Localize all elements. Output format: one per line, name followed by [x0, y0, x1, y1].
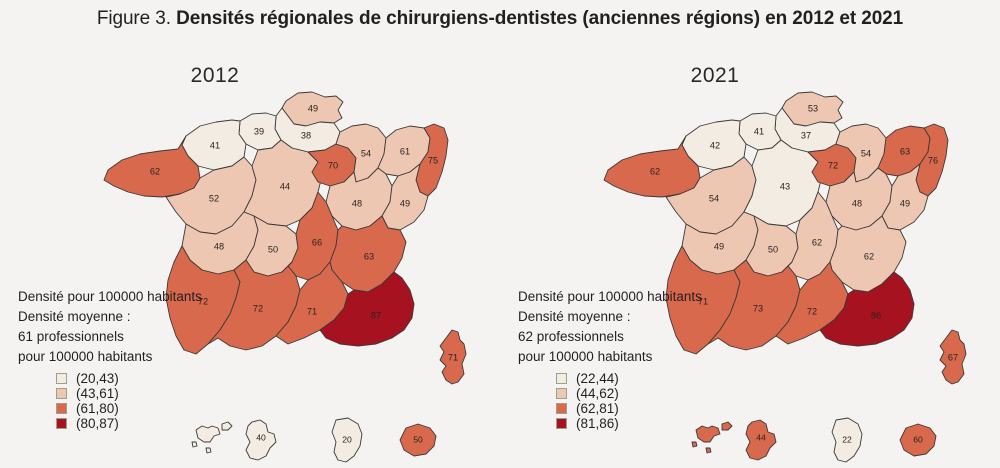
region-provence-alpes-c-te-d-azur[interactable] [819, 271, 915, 347]
caption-line-3: 62 professionnels [518, 328, 624, 344]
region-alsace[interactable] [915, 123, 949, 197]
legend-swatch-icon [556, 403, 567, 414]
caption-line-1: Densité pour 100000 habitants [518, 289, 702, 304]
legend-swatch-icon [56, 418, 67, 429]
overseas-martinique[interactable] [245, 419, 277, 461]
legend-label: (20,43) [76, 370, 119, 386]
legend-row[interactable]: (81,86) [556, 416, 619, 431]
legend-row[interactable]: (22,44) [556, 371, 619, 386]
figure-title: Figure 3. Densités régionales de chirurg… [0, 8, 1000, 30]
region-corse[interactable] [439, 329, 467, 385]
legend-swatch-icon [556, 388, 567, 399]
panel-year-label: 2012 [190, 64, 240, 87]
legend-row[interactable]: (61,80) [56, 401, 119, 416]
overseas-martinique[interactable] [745, 419, 777, 461]
legend-label: (62,81) [576, 400, 619, 416]
legend-row[interactable]: (62,81) [556, 401, 619, 416]
legend-label: (44,62) [576, 385, 619, 401]
map-2021: 53 37 41 42 62 54 43 72 54 63 76 48 49 49 50 62 62 71 73 72… [500, 44, 1000, 468]
map-2012: 49 38 39 41 62 52 44 70 54 61 75 48 49 48 50 66 63 72 72 71… [0, 44, 500, 468]
density-caption: Densité pour 100000 habitants Densité moy… [18, 287, 202, 366]
map-legend: (22,44) (44,62) (62,81) (81,86) [556, 371, 619, 431]
figure-headline: Densités régionales de chirurgiens-denti… [176, 8, 904, 29]
legend-label: (61,80) [76, 400, 119, 416]
panel-year-label: 2021 [690, 64, 740, 87]
legend-swatch-icon [56, 388, 67, 399]
overseas-la-r-union[interactable] [899, 423, 937, 457]
overseas-guadeloupe[interactable] [191, 421, 233, 454]
legend-swatch-icon [556, 418, 567, 429]
legend-row[interactable]: (80,87) [56, 416, 119, 431]
legend-label: (43,61) [76, 385, 119, 401]
figure-number: Figure 3. [96, 8, 171, 29]
region-corse[interactable] [939, 329, 967, 385]
overseas-guyane[interactable] [331, 417, 363, 463]
caption-line-4: pour 100000 habitants [18, 348, 153, 364]
overseas-guyane[interactable] [831, 417, 863, 463]
legend-row[interactable]: (44,62) [556, 386, 619, 401]
legend-swatch-icon [56, 373, 67, 384]
legend-label: (80,87) [76, 415, 119, 431]
legend-swatch-icon [556, 373, 567, 384]
map-panel-2012: 49 38 39 41 62 52 44 70 54 61 75 48 49 48 50 66 63 72 72 71… [0, 44, 500, 468]
legend-label: (81,86) [576, 415, 619, 431]
region-alsace[interactable] [415, 123, 449, 197]
legend-label: (22,44) [576, 370, 619, 386]
caption-line-1: Densité pour 100000 habitants [18, 289, 202, 304]
legend-row[interactable]: (20,43) [56, 371, 119, 386]
density-caption: Densité pour 100000 habitants Densité moy… [518, 287, 702, 366]
overseas-la-r-union[interactable] [399, 423, 437, 457]
legend-swatch-icon [56, 403, 67, 414]
overseas-guadeloupe[interactable] [691, 421, 733, 454]
caption-line-4: pour 100000 habitants [518, 348, 653, 364]
region-bretagne[interactable] [103, 135, 201, 198]
map-panel-2021: 53 37 41 42 62 54 43 72 54 63 76 48 49 49 50 62 62 71 73 72… [500, 44, 1000, 468]
caption-line-2: Densité moyenne : [18, 308, 131, 324]
region-bretagne[interactable] [603, 135, 701, 198]
caption-line-2: Densité moyenne : [518, 308, 631, 324]
region-provence-alpes-c-te-d-azur[interactable] [319, 271, 415, 347]
map-legend: (20,43) (43,61) (61,80) (80,87) [56, 371, 119, 431]
legend-row[interactable]: (43,61) [56, 386, 119, 401]
caption-line-3: 61 professionnels [18, 328, 124, 344]
